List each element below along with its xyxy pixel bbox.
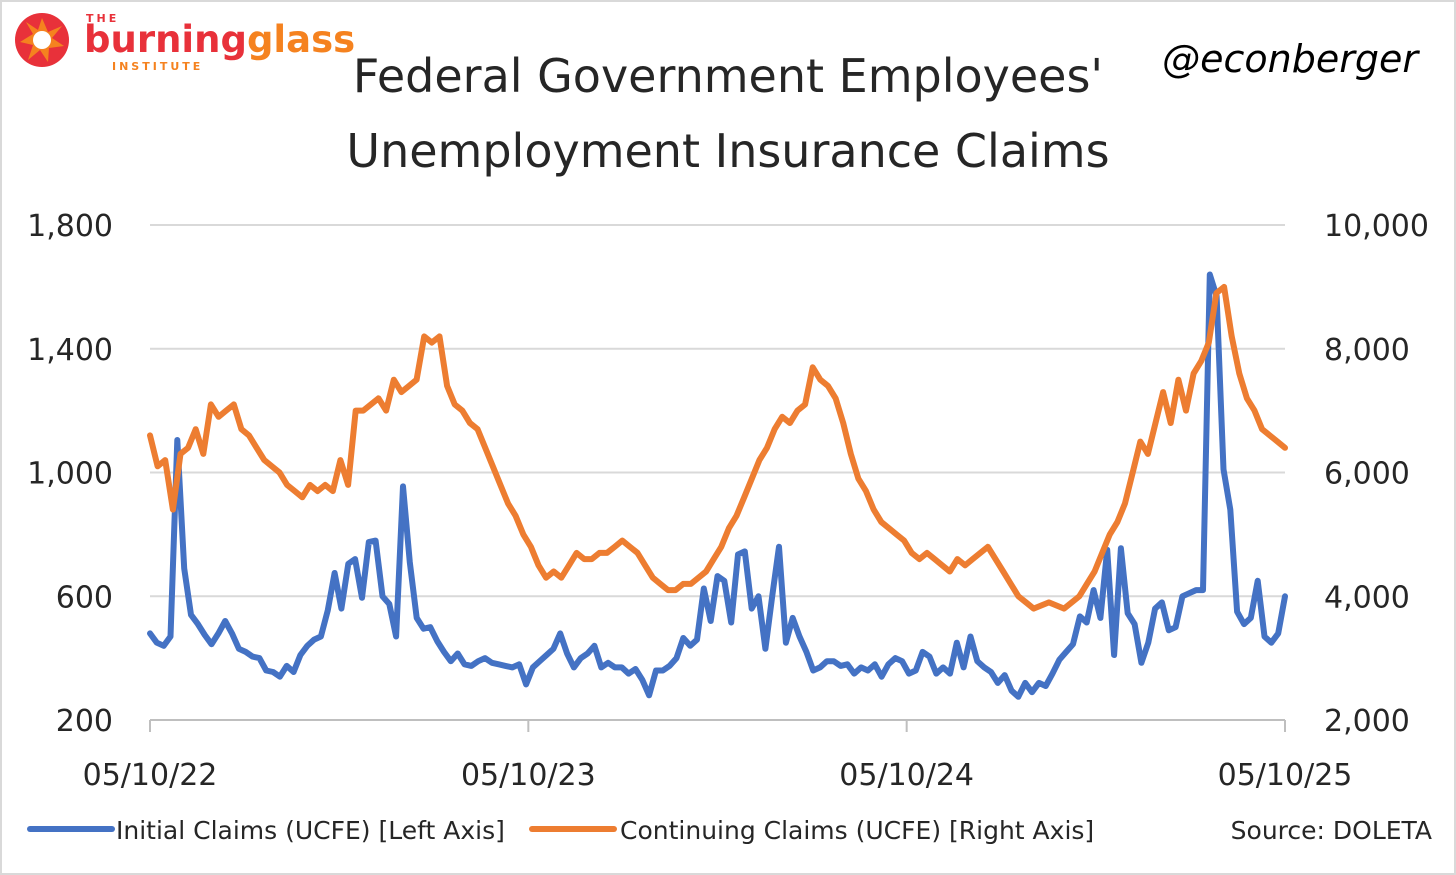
x-tick-label: 05/10/23 <box>461 758 596 793</box>
legend-label-continuing-claims: Continuing Claims (UCFE) [Right Axis] <box>620 816 1094 845</box>
right-tick-label: 2,000 <box>1324 704 1410 739</box>
left-tick-label: 600 <box>56 580 113 615</box>
x-tick-label: 05/10/25 <box>1218 758 1353 793</box>
logo-wordmark: burningglass <box>84 18 355 61</box>
x-tick-label: 05/10/24 <box>839 758 974 793</box>
left-axis-tick-labels: 1,800 1,400 1,000 600 200 <box>27 209 113 739</box>
right-tick-label: 8,000 <box>1324 333 1410 368</box>
chart-title-line-2: Unemployment Insurance Claims <box>346 124 1109 178</box>
left-tick-label: 200 <box>56 704 113 739</box>
logo-word-burning: burning <box>84 18 247 61</box>
series-lines <box>147 271 1288 700</box>
left-tick-label: 1,800 <box>27 209 113 244</box>
right-tick-label: 4,000 <box>1324 580 1410 615</box>
logo-the-text: THE <box>86 12 119 25</box>
right-tick-label: 10,000 <box>1324 209 1429 244</box>
burning-glass-logo: THE burningglass INSTITUTE <box>15 12 355 73</box>
x-tick-label: 05/10/22 <box>83 758 218 793</box>
series-line-continuing-claims <box>147 283 1288 612</box>
legend: Initial Claims (UCFE) [Left Axis] Contin… <box>27 816 1432 845</box>
right-axis-tick-labels: 10,000 8,000 6,000 4,000 2,000 <box>1324 209 1429 739</box>
legend-label-initial-claims: Initial Claims (UCFE) [Left Axis] <box>116 816 505 845</box>
x-axis-tick-labels: 05/10/22 05/10/23 05/10/24 05/10/25 <box>83 758 1353 793</box>
sun-logo-icon <box>15 13 69 67</box>
left-tick-label: 1,400 <box>27 333 113 368</box>
chart-title-line-1: Federal Government Employees' <box>353 49 1103 103</box>
logo-word-glass: glass <box>247 18 355 61</box>
logo-institute-text: INSTITUTE <box>112 60 203 73</box>
left-tick-label: 1,000 <box>27 457 113 492</box>
source-note: Source: DOLETA <box>1231 816 1432 845</box>
series-line-initial-claims <box>147 271 1288 700</box>
x-axis <box>149 719 1286 732</box>
right-tick-label: 6,000 <box>1324 457 1410 492</box>
author-handle: @econberger <box>1162 37 1420 81</box>
